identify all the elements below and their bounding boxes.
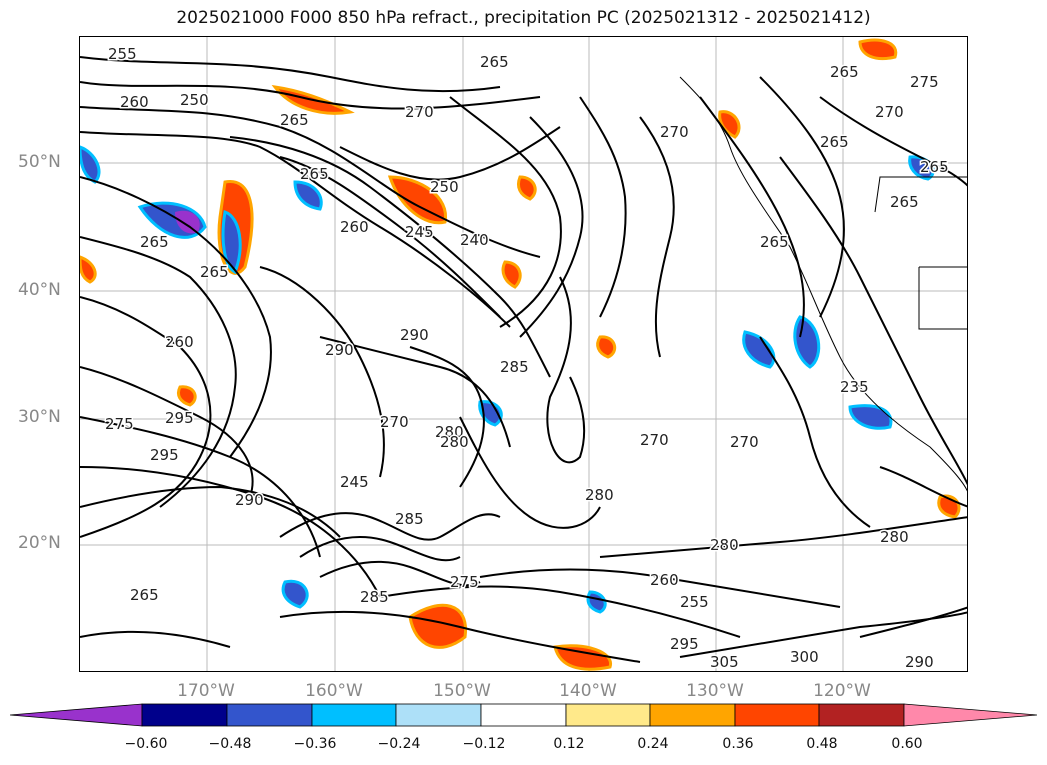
lon-label-170w: 170°W xyxy=(177,681,235,701)
contour-label: 280 xyxy=(440,433,469,451)
contour-label: 260 xyxy=(650,571,679,589)
contour-label: 275 xyxy=(105,415,134,433)
colorbar-tick: −0.12 xyxy=(462,736,506,752)
colorbar-tick: −0.24 xyxy=(377,736,421,752)
contour-label: 265 xyxy=(480,53,509,71)
colorbar-tick: 0.24 xyxy=(637,736,669,752)
refractivity-contours xyxy=(80,56,967,663)
contour-label: 265 xyxy=(760,233,789,251)
contour-label: 285 xyxy=(500,358,529,376)
colorbar-tick: −0.36 xyxy=(293,736,337,752)
colorbar-box xyxy=(311,703,397,727)
contour-label: 265 xyxy=(920,158,949,176)
contour-label: 270 xyxy=(640,431,669,449)
contour-label: 270 xyxy=(380,413,409,431)
contour-label: 265 xyxy=(890,193,919,211)
contour-label: 280 xyxy=(710,536,739,554)
contour-label: 255 xyxy=(680,593,709,611)
contour-label: 270 xyxy=(875,103,904,121)
contour-label: 275 xyxy=(910,73,939,91)
lon-label-130w: 130°W xyxy=(686,681,744,701)
contour-label: 235 xyxy=(840,378,869,396)
colorbar xyxy=(10,703,1037,727)
contour-label: 280 xyxy=(880,528,909,546)
contour-label: 250 xyxy=(180,91,209,109)
contour-label: 265 xyxy=(140,233,169,251)
contour-label: 265 xyxy=(830,63,859,81)
lon-label-150w: 150°W xyxy=(433,681,491,701)
colorbar-box xyxy=(141,703,228,727)
contour-label: 245 xyxy=(340,473,369,491)
colorbar-box xyxy=(226,703,313,727)
contour-label: 270 xyxy=(660,123,689,141)
contour-label: 290 xyxy=(325,341,354,359)
lon-label-140w: 140°W xyxy=(559,681,617,701)
contour-label: 250 xyxy=(430,178,459,196)
contour-label: 260 xyxy=(340,218,369,236)
colorbar-box xyxy=(565,703,651,727)
contour-label: 260 xyxy=(120,93,149,111)
contour-label: 305 xyxy=(710,653,739,671)
contour-label: 245 xyxy=(405,223,434,241)
lat-label-30n: 30°N xyxy=(18,407,61,427)
lat-label-50n: 50°N xyxy=(18,152,61,172)
contour-label: 265 xyxy=(130,586,159,604)
contour-label: 300 xyxy=(790,648,819,666)
contour-label: 290 xyxy=(400,326,429,344)
lat-label-40n: 40°N xyxy=(18,280,61,300)
colorbar-box xyxy=(903,703,1037,727)
contour-label: 255 xyxy=(108,45,137,63)
contour-label: 285 xyxy=(395,510,424,528)
contour-label: 265 xyxy=(820,133,849,151)
contour-label: 275 xyxy=(450,573,479,591)
map-title: 2025021000 F000 850 hPa refract., precip… xyxy=(176,8,871,28)
contour-label: 265 xyxy=(300,165,329,183)
coastlines xyxy=(679,76,967,492)
contour-label: 240 xyxy=(460,231,489,249)
contour-label: 265 xyxy=(200,263,229,281)
contour-label: 290 xyxy=(905,653,934,671)
lon-label-120w: 120°W xyxy=(813,681,871,701)
colorbar-tick: 0.48 xyxy=(806,736,838,752)
contour-label: 260 xyxy=(165,333,194,351)
colorbar-box xyxy=(818,703,905,727)
contour-label: 280 xyxy=(435,423,464,441)
colorbar-tick: 0.60 xyxy=(891,736,923,752)
colorbar-box xyxy=(395,703,482,727)
colorbar-tick: −0.60 xyxy=(124,736,168,752)
contour-label: 290 xyxy=(235,491,264,509)
contour-label: 295 xyxy=(150,446,179,464)
colorbar-tick: 0.36 xyxy=(722,736,754,752)
colorbar-box xyxy=(480,703,567,727)
contour-label: 270 xyxy=(730,433,759,451)
colorbar-box xyxy=(10,703,143,727)
contour-label: 295 xyxy=(165,409,194,427)
contour-label: 280 xyxy=(585,486,614,504)
lon-label-160w: 160°W xyxy=(305,681,363,701)
contour-label: 295 xyxy=(670,635,699,653)
map-panel: 255 250 260 265 270 265 265 270 265 275 270 265 265 2… xyxy=(79,36,968,672)
colorbar-box xyxy=(734,703,820,727)
contour-label: 265 xyxy=(280,111,309,129)
colorbar-tick: 0.12 xyxy=(553,736,585,752)
colorbar-tick: −0.48 xyxy=(208,736,252,752)
contour-label: 270 xyxy=(405,103,434,121)
contour-label: 285 xyxy=(360,588,389,606)
lat-label-20n: 20°N xyxy=(18,533,61,553)
colorbar-box xyxy=(649,703,736,727)
